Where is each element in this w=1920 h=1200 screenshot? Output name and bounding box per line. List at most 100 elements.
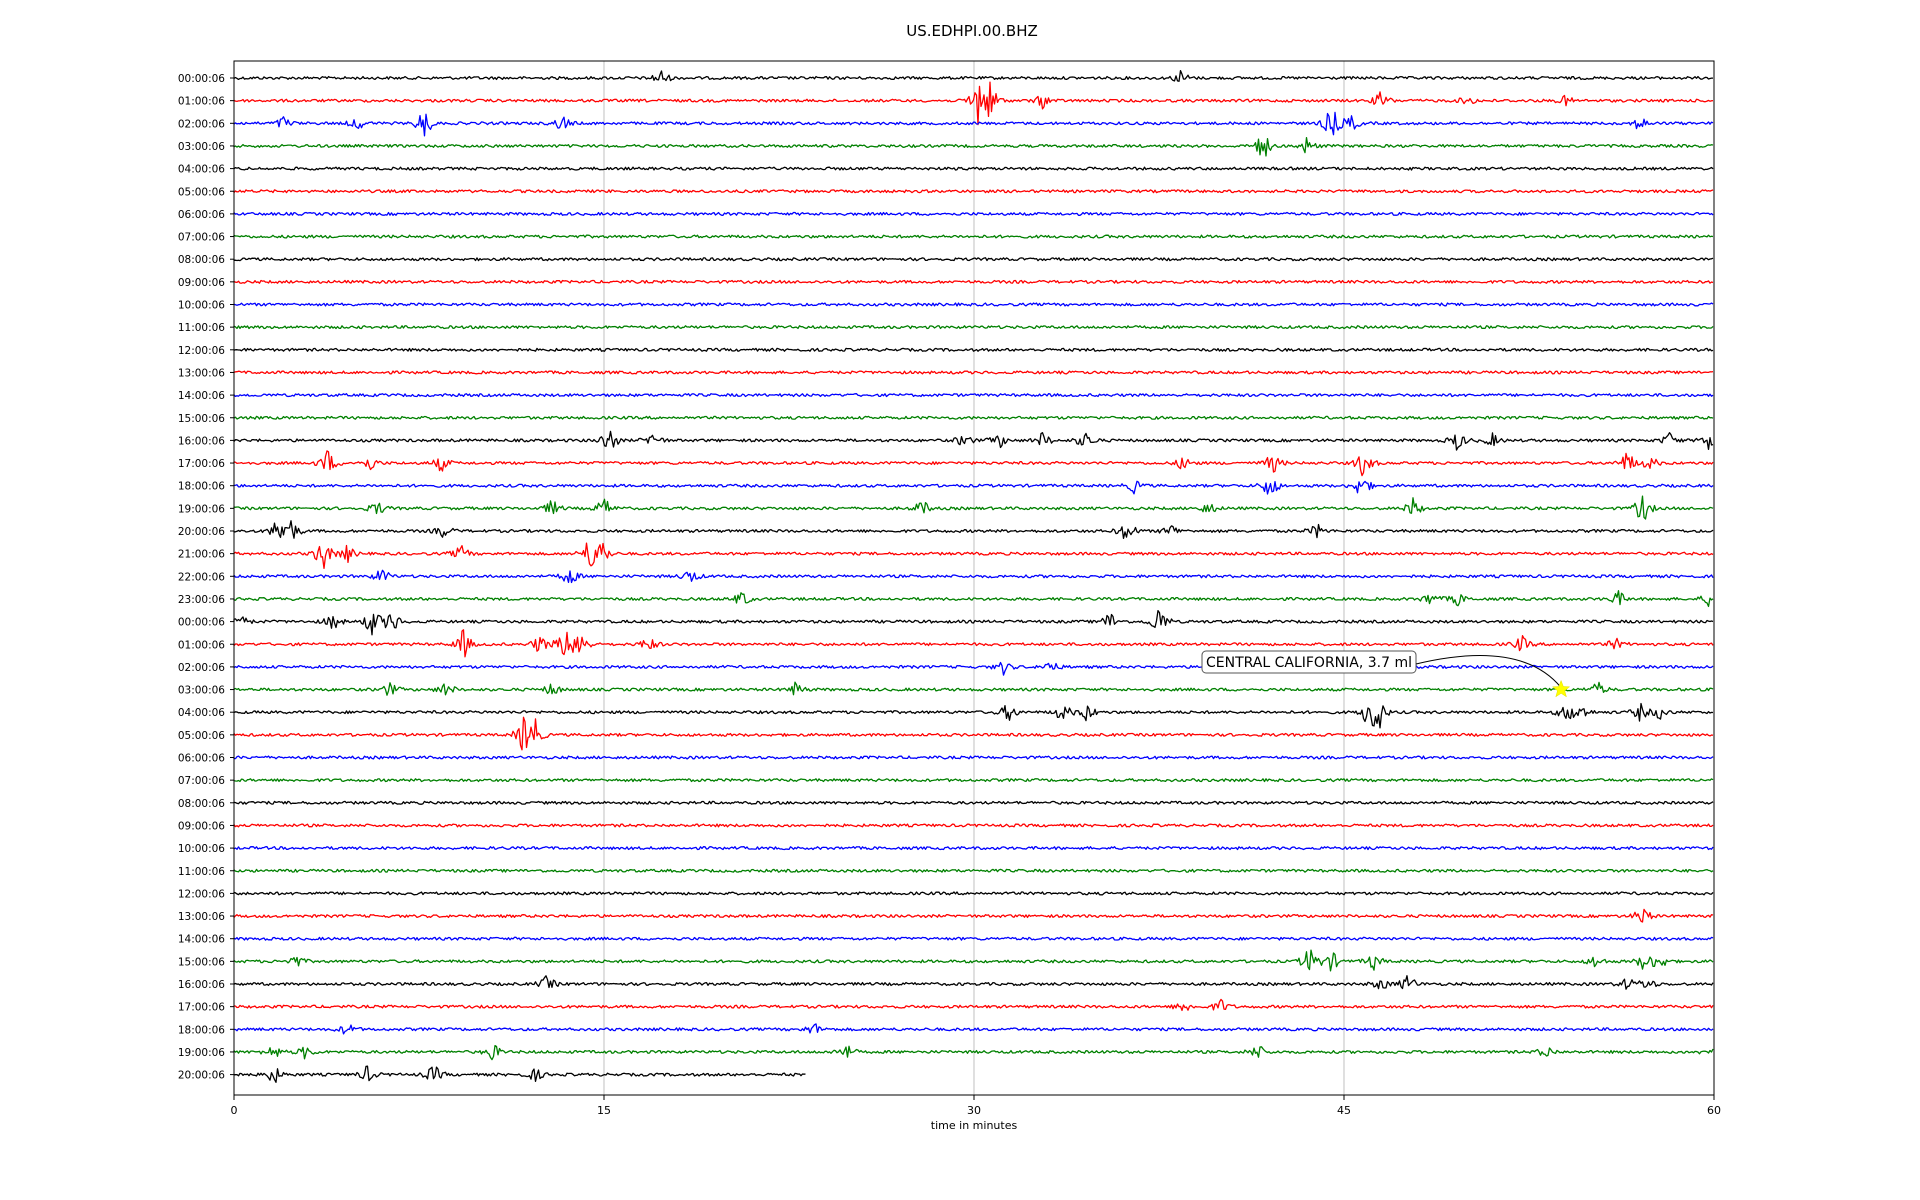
trace-row-18 [233, 480, 1714, 495]
trace-row-1 [233, 81, 1714, 126]
trace-row-3 [233, 136, 1714, 157]
annotation-text: CENTRAL CALIFORNIA, 3.7 ml [1206, 655, 1412, 671]
trace-row-22 [233, 569, 1714, 584]
row-label-9: 09:00:06 [178, 277, 225, 289]
trace-row-21 [233, 542, 1714, 570]
x-tick-label-3: 45 [1337, 1104, 1351, 1117]
grid-lines [603, 61, 1345, 1095]
row-label-22: 22:00:06 [178, 571, 225, 583]
trace-row-32 [233, 800, 1714, 805]
trace-row-17 [233, 450, 1714, 477]
row-label-23: 23:00:06 [178, 594, 225, 606]
trace-row-40 [233, 975, 1714, 990]
x-axis-ticks: 0 15 30 45 60 [231, 1095, 1721, 1117]
trace-row-12 [233, 347, 1714, 352]
trace-row-26 [233, 661, 1714, 676]
row-label-41: 17:00:06 [178, 1002, 225, 1014]
row-label-8: 08:00:06 [178, 254, 225, 266]
trace-row-29 [233, 716, 1714, 751]
row-label-4: 04:00:06 [178, 164, 225, 176]
trace-row-37 [233, 908, 1714, 923]
trace-row-5 [233, 189, 1714, 194]
row-label-5: 05:00:06 [178, 186, 225, 198]
trace-row-33 [233, 823, 1714, 828]
trace-row-14 [233, 393, 1714, 398]
row-label-39: 15:00:06 [178, 956, 225, 968]
trace-row-25 [233, 629, 1714, 658]
row-label-34: 10:00:06 [178, 843, 225, 855]
trace-row-24 [233, 609, 1714, 636]
trace-row-27 [233, 681, 1714, 696]
annotation-box [1201, 650, 1417, 674]
x-tick-label-0: 0 [231, 1104, 238, 1117]
seismic-traces [233, 69, 1714, 1083]
trace-row-8 [233, 257, 1714, 262]
row-label-38: 14:00:06 [178, 934, 225, 946]
trace-row-43 [233, 1044, 1714, 1061]
x-tick-label-4: 60 [1707, 1104, 1721, 1117]
row-label-35: 11:00:06 [178, 866, 225, 878]
trace-row-15 [233, 415, 1714, 420]
row-label-31: 07:00:06 [178, 775, 225, 787]
trace-row-4 [233, 166, 1714, 171]
trace-row-42 [233, 1023, 1714, 1035]
trace-row-13 [233, 370, 1714, 375]
trace-row-2 [233, 111, 1714, 137]
row-label-24: 00:00:06 [178, 617, 225, 629]
event-annotation: CENTRAL CALIFORNIA, 3.7 ml [1201, 650, 1571, 698]
row-label-43: 19:00:06 [178, 1047, 225, 1059]
row-label-20: 20:00:06 [178, 526, 225, 538]
trace-row-9 [233, 279, 1714, 284]
row-label-32: 08:00:06 [178, 798, 225, 810]
row-label-30: 06:00:06 [178, 753, 225, 765]
trace-row-38 [233, 936, 1714, 941]
trace-row-10 [233, 302, 1714, 307]
trace-row-35 [233, 868, 1714, 873]
x-tick-label-2: 30 [967, 1104, 981, 1117]
x-axis-label: time in minutes [931, 1119, 1018, 1132]
row-label-28: 04:00:06 [178, 707, 225, 719]
row-label-33: 09:00:06 [178, 820, 225, 832]
trace-row-16 [233, 430, 1714, 451]
row-label-3: 03:00:06 [178, 141, 225, 153]
row-label-29: 05:00:06 [178, 730, 225, 742]
trace-row-7 [233, 234, 1714, 239]
trace-row-20 [233, 520, 1714, 540]
row-label-7: 07:00:06 [178, 232, 225, 244]
row-label-26: 02:00:06 [178, 662, 225, 674]
row-label-44: 20:00:06 [178, 1070, 225, 1082]
row-label-11: 11:00:06 [178, 322, 225, 334]
trace-row-39 [233, 949, 1714, 972]
row-label-1: 01:00:06 [178, 96, 225, 108]
row-label-6: 06:00:06 [178, 209, 225, 221]
row-label-18: 18:00:06 [178, 481, 225, 493]
trace-row-6 [233, 211, 1714, 216]
row-label-0: 00:00:06 [178, 73, 225, 85]
row-label-40: 16:00:06 [178, 979, 225, 991]
row-label-27: 03:00:06 [178, 685, 225, 697]
row-label-25: 01:00:06 [178, 639, 225, 651]
row-label-37: 13:00:06 [178, 911, 225, 923]
row-label-12: 12:00:06 [178, 345, 225, 357]
row-label-36: 12:00:06 [178, 888, 225, 900]
trace-row-28 [233, 702, 1714, 729]
row-time-labels: 00:00:06 01:00:06 02:00:06 03:00:06 04:00:06… [178, 73, 234, 1082]
row-label-15: 15:00:06 [178, 413, 225, 425]
row-label-2: 02:00:06 [178, 118, 225, 130]
row-label-13: 13:00:06 [178, 367, 225, 379]
trace-row-44 [233, 1065, 806, 1083]
row-label-21: 21:00:06 [178, 549, 225, 561]
x-tick-label-1: 15 [597, 1104, 611, 1117]
trace-row-31 [233, 778, 1714, 783]
trace-row-0 [233, 69, 1713, 82]
plot-frame [233, 60, 1715, 1096]
trace-row-19 [233, 495, 1714, 520]
row-label-42: 18:00:06 [178, 1024, 225, 1036]
chart-title: US.EDHPI.00.BHZ [906, 22, 1038, 40]
trace-row-23 [233, 590, 1714, 608]
trace-row-30 [233, 755, 1714, 760]
trace-row-36 [233, 891, 1714, 896]
event-star-marker [1551, 679, 1571, 698]
row-label-10: 10:00:06 [178, 300, 225, 312]
